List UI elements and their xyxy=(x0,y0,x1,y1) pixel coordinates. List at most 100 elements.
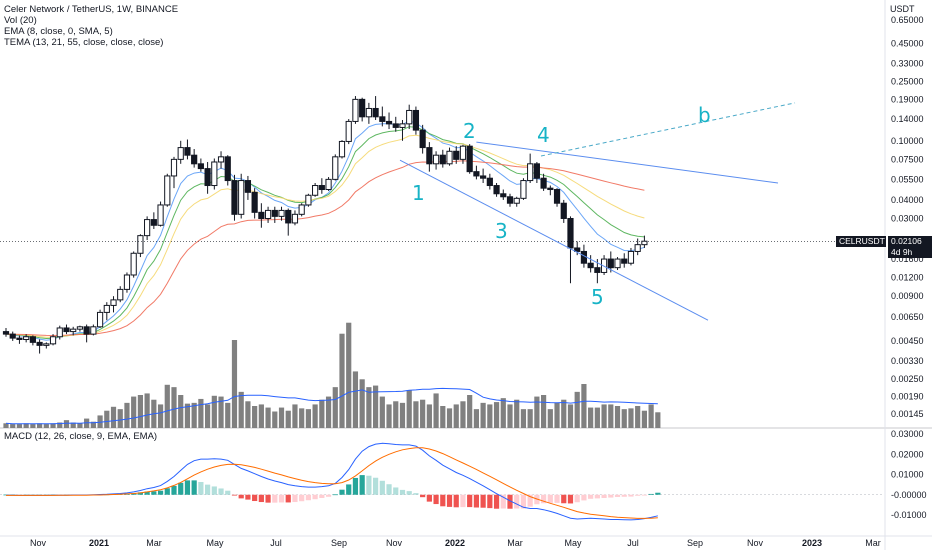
volume-bar xyxy=(218,396,224,428)
candle-down xyxy=(567,217,574,249)
volume-bar xyxy=(37,423,43,428)
volume-bar xyxy=(178,395,184,428)
volume-bar xyxy=(258,404,264,428)
macd-hist-bar xyxy=(346,484,352,495)
volume-bar xyxy=(440,406,446,428)
candle-up xyxy=(527,163,534,182)
macd-hist-bar xyxy=(433,494,439,505)
volume-bar xyxy=(453,404,459,428)
candle-up xyxy=(627,250,635,264)
candle-down xyxy=(372,107,379,118)
macd-hist-bar xyxy=(413,493,419,495)
macd-legend[interactable]: MACD (12, 26, close, 9, EMA, EMA) xyxy=(4,431,158,442)
candle-up xyxy=(103,304,110,313)
price-tick-label: 0.00145 xyxy=(891,409,924,419)
candle-up xyxy=(459,145,467,160)
volume-bar xyxy=(57,422,63,428)
candle-up xyxy=(325,178,332,191)
volume-bar xyxy=(205,404,211,428)
macd-hist-bar xyxy=(493,494,500,509)
volume-bar xyxy=(426,404,432,428)
volume-bar xyxy=(131,396,137,428)
candle-down xyxy=(594,267,601,273)
candle-down xyxy=(466,145,473,173)
price-tick-label: 0.01200 xyxy=(891,273,924,283)
candle-up xyxy=(177,147,184,160)
ema-legend[interactable]: EMA (8, close, 0, SMA, 5) xyxy=(4,26,113,37)
wave-label: 4 xyxy=(537,123,550,147)
volume-bar xyxy=(601,404,607,428)
volume-bar xyxy=(305,409,311,428)
volume-bar xyxy=(339,333,345,428)
macd-hist-bar xyxy=(386,484,392,495)
macd-hist-bar xyxy=(554,494,560,503)
candle-down xyxy=(244,180,252,193)
price-tick-label: 0.19000 xyxy=(891,94,924,104)
wave-label: b xyxy=(698,103,711,127)
volume-bar xyxy=(608,404,614,428)
candle-up xyxy=(70,328,77,333)
candle-up xyxy=(23,336,30,340)
macd-hist-bar xyxy=(467,494,473,508)
macd-hist-bar xyxy=(608,494,614,498)
resistance-trendline xyxy=(476,141,779,184)
candle-up xyxy=(432,154,440,165)
macd-hist-bar xyxy=(420,494,426,498)
candle-up xyxy=(217,156,225,163)
macd-hist-bar xyxy=(238,494,244,499)
time-tick-label: 2022 xyxy=(445,538,465,548)
macd-hist-bar xyxy=(641,494,647,496)
macd-hist-bar xyxy=(446,494,453,507)
candle-up xyxy=(399,123,406,128)
macd-hist-bar xyxy=(299,494,305,502)
macd-hist-bar xyxy=(520,494,527,509)
wave-label: 1 xyxy=(412,181,425,205)
volume-bar xyxy=(43,424,49,428)
volume-bar xyxy=(117,409,123,428)
macd-hist-bar xyxy=(561,494,567,504)
macd-hist-bar xyxy=(184,480,191,495)
macd-hist-bar xyxy=(164,488,170,495)
macd-hist-bar xyxy=(157,490,164,495)
candle-down xyxy=(493,185,500,195)
volume-bar xyxy=(16,424,23,428)
candle-up xyxy=(352,98,359,122)
volume-bar xyxy=(406,390,412,428)
candle-up xyxy=(123,274,131,290)
candle-down xyxy=(379,116,386,122)
bar-countdown: 4d 9h xyxy=(891,247,913,257)
volume-legend[interactable]: Vol (20) xyxy=(4,15,37,26)
macd-hist-bar xyxy=(567,494,574,504)
macd-hist-bar xyxy=(151,491,157,495)
volume-bar xyxy=(272,411,278,428)
macd-hist-bar xyxy=(635,494,641,496)
candle-up xyxy=(520,180,527,199)
macd-hist-bar xyxy=(473,494,479,508)
price-tick-label: 0.00450 xyxy=(891,336,924,346)
time-tick-label: May xyxy=(564,538,582,548)
price-tick-label: 0.00330 xyxy=(891,356,924,366)
candle-up xyxy=(291,213,299,224)
macd-hist-bar xyxy=(487,494,493,509)
volume-bar xyxy=(366,387,372,428)
macd-hist-bar xyxy=(278,494,285,503)
macd-hist-bar xyxy=(655,492,661,495)
volume-bar xyxy=(265,407,271,428)
volume-bar xyxy=(110,406,117,428)
macd-hist-bar xyxy=(500,494,506,509)
support-trendline xyxy=(399,159,709,321)
price-tick-label: 0.00190 xyxy=(891,392,924,402)
tema-legend[interactable]: TEMA (13, 21, 55, close, close, close) xyxy=(4,37,164,48)
candle-up xyxy=(76,326,84,330)
volume-ma-line xyxy=(5,387,658,425)
tema-55-line xyxy=(5,160,645,337)
volume-bar xyxy=(104,410,110,428)
candle-down xyxy=(285,209,292,224)
candle-up xyxy=(634,244,641,252)
volume-bar xyxy=(460,401,466,428)
volume-bar xyxy=(393,401,399,428)
volume-bar xyxy=(157,404,164,428)
candle-up xyxy=(641,240,648,246)
volume-bar xyxy=(373,385,379,428)
